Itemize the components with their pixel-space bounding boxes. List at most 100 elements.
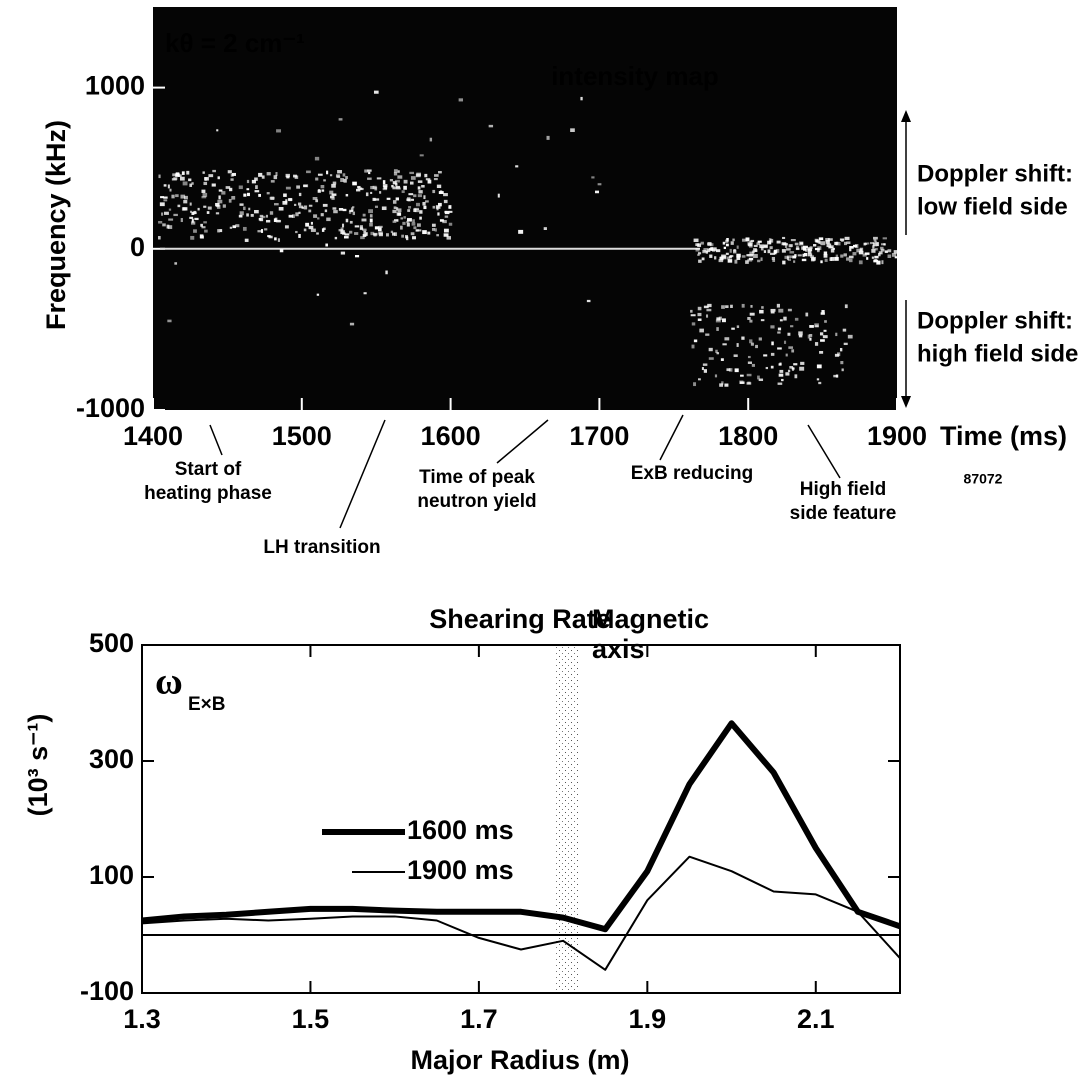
speckle xyxy=(320,184,325,189)
speckle xyxy=(349,220,353,224)
speckle xyxy=(415,173,421,178)
speckle xyxy=(301,206,304,209)
speckle xyxy=(298,234,301,238)
speckle xyxy=(381,206,387,211)
speckle xyxy=(340,230,345,235)
speckle xyxy=(817,246,822,250)
speckle xyxy=(367,177,372,180)
speckle xyxy=(749,240,753,245)
speckle xyxy=(288,214,294,218)
speckle xyxy=(394,232,398,236)
speckle xyxy=(843,253,847,257)
speckle xyxy=(231,195,236,200)
speckle xyxy=(707,248,711,253)
speckle xyxy=(695,243,700,247)
speckle xyxy=(765,366,769,370)
speckle xyxy=(392,186,397,190)
speckle xyxy=(731,327,735,330)
speckle xyxy=(265,219,271,223)
doppler-high: high field side xyxy=(917,340,1078,367)
speckle xyxy=(716,327,719,331)
speckle xyxy=(409,171,415,175)
speckle xyxy=(760,319,765,322)
speckle xyxy=(379,191,382,194)
speckle xyxy=(285,173,290,178)
speckle xyxy=(212,169,216,173)
x-tick-label: 1.7 xyxy=(460,1004,498,1034)
speckle xyxy=(786,256,789,260)
speckle xyxy=(706,308,712,312)
speckle xyxy=(368,171,371,175)
speckle xyxy=(343,236,349,239)
speckle xyxy=(794,254,797,258)
speckle xyxy=(812,257,816,262)
speckle xyxy=(407,209,411,212)
speckle xyxy=(837,352,841,357)
speckle xyxy=(206,211,210,214)
speckle xyxy=(345,176,348,180)
speckle xyxy=(803,245,808,249)
speckle xyxy=(714,256,717,260)
speckle xyxy=(158,174,161,179)
speckle xyxy=(181,171,185,175)
speckle xyxy=(158,236,161,240)
speckle xyxy=(736,343,739,347)
speckle xyxy=(724,383,729,387)
speckle xyxy=(876,260,881,265)
speckle xyxy=(422,230,427,235)
speckle xyxy=(191,211,195,215)
speckle xyxy=(191,218,194,223)
speckle xyxy=(295,230,298,234)
speckle xyxy=(348,211,352,214)
speckle xyxy=(770,325,775,329)
heating-start: heating phase xyxy=(144,483,272,504)
speckle xyxy=(785,372,790,376)
speckle xyxy=(784,255,789,259)
speckle xyxy=(798,334,803,338)
speckle xyxy=(332,207,337,210)
speckle xyxy=(255,185,258,190)
speckle xyxy=(258,172,263,177)
speckle xyxy=(703,305,709,309)
speckle xyxy=(229,226,233,229)
speckle xyxy=(373,233,377,237)
speckle xyxy=(192,211,197,215)
speckle xyxy=(191,221,196,225)
speckle xyxy=(189,183,193,187)
speckle xyxy=(323,179,326,182)
speckle xyxy=(759,309,764,314)
speckle xyxy=(291,214,295,218)
speckle xyxy=(758,378,764,382)
speckle xyxy=(359,227,364,231)
speckle xyxy=(254,177,258,181)
speckle xyxy=(395,197,400,201)
arrow-down xyxy=(901,396,911,408)
speckle xyxy=(323,227,326,230)
band-label: Magnetic xyxy=(592,604,709,634)
x-tick-label: 2.1 xyxy=(797,1004,835,1034)
speckle xyxy=(444,215,449,218)
speckle xyxy=(748,253,754,257)
speckle xyxy=(852,252,857,256)
speckle xyxy=(439,219,444,222)
speckle xyxy=(340,227,344,231)
speckle xyxy=(217,176,220,180)
speckle xyxy=(344,233,350,236)
speckle xyxy=(880,246,884,250)
speckle xyxy=(259,218,264,222)
speckle xyxy=(162,223,166,227)
speckle xyxy=(378,232,383,237)
speckle xyxy=(839,238,845,241)
speckle xyxy=(382,188,388,191)
speckle xyxy=(438,191,444,195)
speckle xyxy=(274,237,277,241)
speckle xyxy=(406,222,410,227)
speckle xyxy=(712,247,717,251)
speckle xyxy=(719,383,724,387)
y-tick-label: -1000 xyxy=(76,393,145,423)
speckle xyxy=(779,369,784,373)
speckle xyxy=(218,189,223,192)
speckle xyxy=(306,170,311,174)
speckle xyxy=(326,170,329,175)
speckle xyxy=(438,171,442,174)
